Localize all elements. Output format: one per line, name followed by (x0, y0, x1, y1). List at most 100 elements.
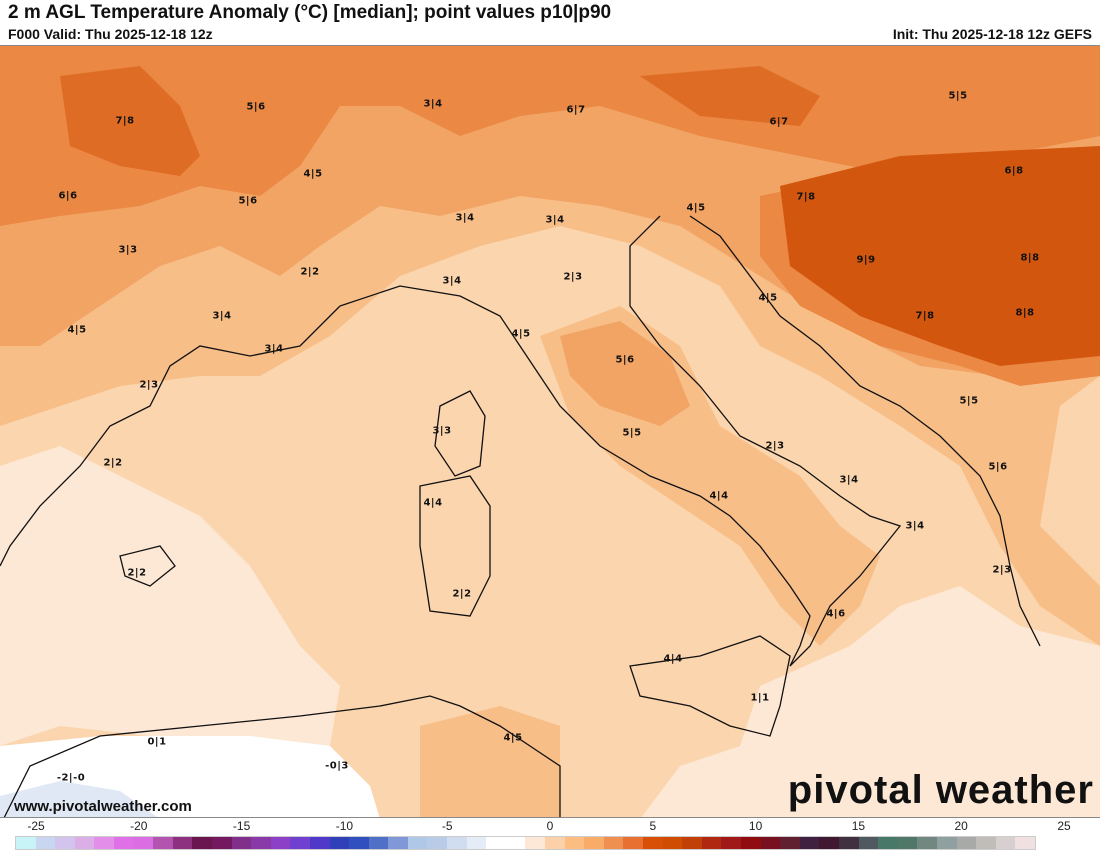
map-title: 2 m AGL Temperature Anomaly (°C) [median… (8, 2, 612, 23)
colorbar-cell (956, 837, 977, 849)
light-zone-southeast (641, 586, 1100, 817)
colorbar-tick-label: 25 (1057, 819, 1071, 833)
orange-zone-north (0, 46, 1100, 226)
colorbar-cell (819, 837, 839, 849)
colorbar-cell (388, 837, 408, 849)
point-value: 8|8 (1015, 307, 1035, 319)
colorbar-cell (290, 837, 310, 849)
point-value: 6|7 (769, 116, 789, 128)
point-value: 2|2 (452, 588, 472, 600)
point-value: 2|2 (127, 567, 147, 579)
point-value: 0|1 (147, 736, 167, 748)
coastlines (0, 215, 1041, 817)
point-value: 7|8 (915, 310, 935, 322)
point-value: 3|4 (455, 212, 475, 224)
colorbar-cell (35, 837, 56, 849)
colorbar-cells (15, 836, 1036, 850)
colorbar-cell (466, 837, 487, 849)
colorbar-cell (584, 837, 604, 849)
point-value: 6|7 (566, 104, 586, 116)
point-value: 9|9 (856, 254, 876, 266)
colorbar-cell (858, 837, 879, 849)
coastline-france-spain (0, 305, 341, 567)
colorbar-cell (309, 837, 330, 849)
point-value: 2|3 (992, 564, 1012, 576)
init-time: Init: Thu 2025-12-18 12z GEFS (892, 26, 1092, 42)
coastline-sardinia (419, 475, 491, 617)
point-value: 3|4 (545, 214, 565, 226)
point-value: 4|5 (758, 292, 778, 304)
point-value: 5|6 (615, 354, 635, 366)
colorbar-cell (55, 837, 75, 849)
colorbar-tick-label: 5 (649, 819, 657, 833)
point-value: 7|8 (115, 115, 135, 127)
point-value: 3|4 (839, 474, 859, 486)
site-watermark: www.pivotalweather.com (14, 798, 192, 815)
colorbar-cell (564, 837, 585, 849)
anomaly-map: 7|8 5|6 3|4 6|7 6|7 5|5 6|8 4|5 5|6 6|6 3|4 3|4 4|5 7… (0, 45, 1100, 818)
colorbar-cell (192, 837, 212, 849)
colorbar-cell (799, 837, 820, 849)
point-value: 3|3 (118, 244, 138, 256)
point-value: 3|4 (423, 98, 443, 110)
colorbar-tick-label: -25 (27, 819, 45, 833)
colorbar-cell (16, 837, 36, 849)
dark-zone-alps (640, 66, 820, 126)
coastline-corsica (434, 390, 486, 477)
valid-time: F000 Valid: Thu 2025-12-18 12z (8, 26, 213, 42)
coastline-italy (339, 215, 902, 667)
colorbar-cell (113, 837, 134, 849)
colorbar-cell (740, 837, 761, 849)
colorbar-cell (780, 837, 800, 849)
colorbar-tick-label: -5 (441, 819, 453, 833)
point-value: 2|3 (563, 271, 583, 283)
point-value: 4|5 (503, 732, 523, 744)
coastline-mallorca (119, 545, 176, 587)
colorbar-cell (505, 837, 526, 849)
point-value: 8|8 (1020, 252, 1040, 264)
point-value: 7|8 (796, 191, 816, 203)
point-value: 4|5 (303, 168, 323, 180)
colorbar-tick-label: -20 (130, 819, 148, 833)
point-value: 3|3 (432, 425, 452, 437)
colorbar-cell (211, 837, 232, 849)
point-value: 6|6 (58, 190, 78, 202)
colorbar-tick-label: -10 (335, 819, 354, 833)
colorbar-cell (682, 837, 702, 849)
colorbar-tick-label: -15 (232, 819, 251, 833)
colorbar-cell (721, 837, 741, 849)
point-value: 2|3 (139, 379, 159, 391)
colorbar-cell (349, 837, 369, 849)
point-value: 4|6 (826, 608, 846, 620)
colorbar-cell (936, 837, 957, 849)
pivotal-weather-logo: pivotal weather (787, 768, 1094, 812)
coastline-adriatic-east (689, 215, 1041, 647)
point-value: 4|5 (511, 328, 531, 340)
colorbar-cell (760, 837, 781, 849)
colorbar-cell (172, 837, 193, 849)
point-value: 2|2 (300, 266, 320, 278)
colorbar-cell (643, 837, 663, 849)
point-value: -2|-0 (56, 772, 86, 784)
colorbar: -25 -20 -15 -10 -5 0 5 10 15 20 25 (0, 818, 1100, 850)
colorbar-cell (94, 837, 114, 849)
point-value: 4|4 (663, 653, 683, 665)
colorbar-cell (897, 837, 918, 849)
point-value: 2|2 (103, 457, 123, 469)
header: 2 m AGL Temperature Anomaly (°C) [median… (0, 0, 1100, 45)
cool-zone (0, 781, 158, 817)
colorbar-tick-label: 20 (954, 819, 968, 833)
colorbar-cell (486, 837, 506, 849)
colorbar-cell (407, 837, 428, 849)
colorbar-cell (329, 837, 350, 849)
point-value: 2|3 (765, 440, 785, 452)
colorbar-cell (74, 837, 95, 849)
point-value: 5|5 (622, 427, 642, 439)
colorbar-cell (251, 837, 271, 849)
coastline-sicily (629, 635, 791, 737)
colorbar-tick-label: 0 (546, 819, 554, 833)
colorbar-cell (525, 837, 546, 849)
colorbar-cell (995, 837, 1016, 849)
point-value: 4|5 (686, 202, 706, 214)
colorbar-cell (427, 837, 448, 849)
